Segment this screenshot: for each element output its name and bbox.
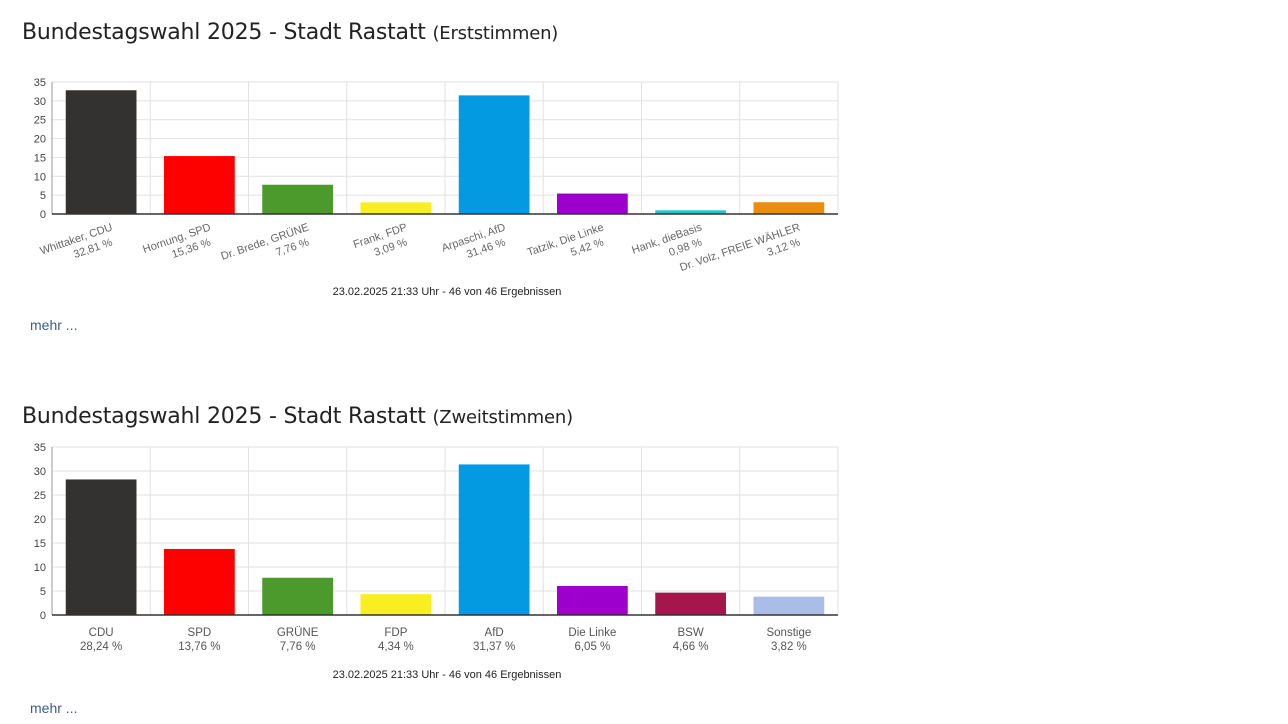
y-tick-label: 25: [34, 490, 46, 502]
y-tick-label: 10: [34, 171, 46, 183]
chart-title: Bundestagswahl 2025 - Stadt Rastatt (Zwe…: [22, 404, 573, 429]
y-tick-label: 5: [40, 586, 46, 598]
y-tick-label: 15: [34, 152, 46, 164]
bar: [65, 479, 137, 615]
bar: [360, 594, 432, 615]
bar: [753, 596, 825, 615]
x-tick-label: FDP: [384, 627, 407, 639]
y-tick-label: 25: [34, 115, 46, 127]
result-timestamp: 23.02.2025 21:33 Uhr - 46 von 46 Ergebni…: [332, 669, 562, 681]
bar: [262, 577, 333, 615]
bar-value-label: 13,76 %: [178, 641, 220, 653]
bar-value-label: 4,34 %: [378, 641, 414, 653]
x-tick-label: GRÜNE: [277, 627, 319, 639]
y-tick-label: 35: [34, 442, 46, 454]
y-tick-label: 5: [40, 190, 46, 202]
x-tick-label: SPD: [188, 627, 212, 639]
y-tick-label: 20: [34, 134, 46, 146]
bar: [655, 210, 726, 214]
x-tick-label: Die Linke: [568, 627, 616, 639]
bar: [65, 90, 137, 214]
bar-value-label: 31,37 %: [473, 641, 515, 653]
y-tick-label: 0: [40, 610, 46, 622]
y-tick-label: 30: [34, 96, 46, 108]
bar-value-label: 6,05 %: [574, 641, 610, 653]
bar-chart-zweitstimmen: 0 5 10 15 20 25 30 35 CDU 28,24 % SPD 13,76 % GRÜNE 7…: [34, 442, 839, 653]
bar: [360, 202, 432, 214]
bar-value-label: 4,66 %: [673, 641, 709, 653]
more-link[interactable]: mehr ...: [30, 317, 78, 333]
bar: [557, 193, 628, 214]
bar-value-label: 3,82 %: [771, 641, 807, 653]
bar: [262, 184, 333, 214]
bar: [458, 464, 530, 615]
y-tick-label: 35: [34, 77, 46, 89]
bar: [753, 202, 825, 214]
x-tick-label: BSW: [678, 627, 704, 639]
bar-value-label: 7,76 %: [280, 641, 316, 653]
chart-section-zweitstimmen: Bundestagswahl 2025 - Stadt Rastatt (Zwe…: [0, 404, 860, 724]
x-tick-label: AfD: [485, 627, 504, 639]
y-tick-label: 10: [34, 562, 46, 574]
bar: [164, 548, 235, 615]
bar: [557, 585, 628, 615]
bar-value-label: 28,24 %: [80, 641, 122, 653]
chart-section-erststimmen: Bundestagswahl 2025 - Stadt Rastatt (Ers…: [0, 20, 860, 333]
bar: [655, 592, 726, 615]
y-tick-label: 15: [34, 538, 46, 550]
more-link[interactable]: mehr ...: [30, 700, 78, 716]
result-timestamp: 23.02.2025 21:33 Uhr - 46 von 46 Ergebni…: [332, 286, 562, 298]
bar: [164, 156, 235, 214]
bar: [458, 95, 530, 214]
y-tick-label: 30: [34, 466, 46, 478]
x-tick-label: CDU: [89, 627, 114, 639]
chart-title: Bundestagswahl 2025 - Stadt Rastatt (Ers…: [22, 20, 559, 45]
y-tick-label: 20: [34, 514, 46, 526]
y-tick-label: 0: [40, 209, 46, 221]
x-tick-label: Sonstige: [766, 627, 811, 639]
